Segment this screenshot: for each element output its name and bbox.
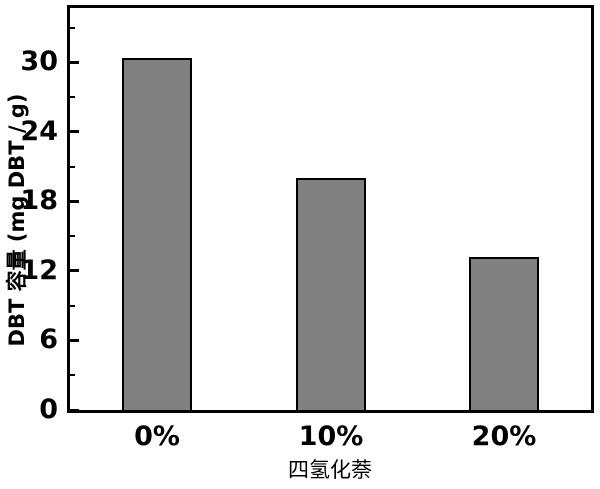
y-minor-tick-33 [70,27,75,29]
y-major-tick-12 [70,269,79,272]
plot-area [67,5,594,413]
y-tick-label-30: 30 [20,46,58,77]
y-major-tick-6 [70,339,79,342]
y-major-tick-24 [70,130,79,133]
x-axis-title: 四氢化萘 [288,458,372,482]
y-minor-tick-21 [70,166,75,168]
bar-20% [469,257,539,410]
y-minor-tick-27 [70,96,75,98]
y-tick-label-24: 24 [20,116,58,147]
x-tick-label-20%: 20% [471,421,537,452]
y-minor-tick-9 [70,305,75,307]
y-tick-label-0: 0 [39,394,58,425]
bar-0% [122,58,192,410]
y-major-tick-0 [70,409,79,412]
y-minor-tick-15 [70,235,75,237]
bar-10% [296,178,366,410]
y-tick-label-18: 18 [20,185,58,216]
y-major-tick-30 [70,61,79,64]
x-tick-label-10%: 10% [298,421,364,452]
y-major-tick-18 [70,200,79,203]
y-minor-tick-3 [70,374,75,376]
x-tick-label-0%: 0% [134,421,180,452]
y-tick-label-12: 12 [20,255,58,286]
y-tick-label-6: 6 [39,324,58,355]
